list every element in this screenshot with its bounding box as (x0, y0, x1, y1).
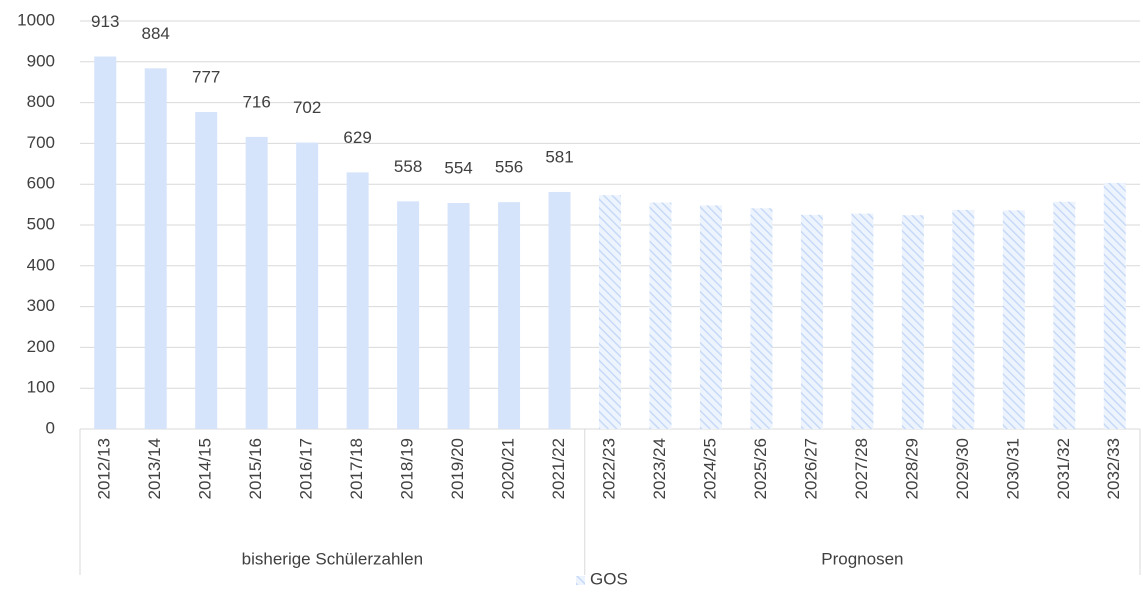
bar (1002, 210, 1025, 429)
x-tick-label: 2022/23 (599, 438, 618, 499)
group-label: bisherige Schülerzahlen (242, 549, 423, 568)
bar (800, 214, 823, 429)
x-tick-label: 2012/13 (95, 438, 114, 499)
x-tick-label: 2021/22 (549, 438, 568, 499)
y-tick-label: 400 (27, 255, 55, 274)
data-label: 629 (343, 128, 371, 147)
y-tick-label: 600 (27, 174, 55, 193)
x-tick-label: 2020/21 (499, 438, 518, 499)
bar (851, 213, 874, 429)
bar (649, 202, 672, 429)
bar (144, 68, 167, 429)
y-tick-label: 500 (27, 214, 55, 233)
bar (1103, 182, 1126, 429)
y-tick-label: 300 (27, 296, 55, 315)
bar (447, 202, 470, 429)
bar (699, 205, 722, 429)
bar (296, 142, 319, 430)
x-tick-label: 2032/33 (1104, 438, 1123, 499)
legend-label: GOS (590, 569, 628, 588)
data-label: 558 (394, 157, 422, 176)
bar (346, 172, 369, 430)
data-label: 777 (192, 67, 220, 86)
data-label: 556 (495, 158, 523, 177)
x-tick-label: 2017/18 (347, 438, 366, 499)
x-tick-label: 2013/14 (145, 438, 164, 499)
x-tick-label: 2023/24 (650, 438, 669, 499)
x-tick-label: 2015/16 (246, 438, 265, 499)
bar (548, 191, 571, 429)
x-tick-label: 2029/30 (953, 438, 972, 499)
data-label: 884 (142, 24, 170, 43)
x-tick-label: 2025/26 (751, 438, 770, 499)
x-tick-label: 2030/31 (1003, 438, 1022, 499)
bar (94, 56, 117, 429)
bar (750, 208, 773, 429)
x-tick-label: 2018/19 (398, 438, 417, 499)
y-tick-label: 1000 (17, 10, 55, 29)
group-label: Prognosen (821, 549, 903, 568)
x-tick-label: 2028/29 (902, 438, 921, 499)
y-tick-label: 100 (27, 378, 55, 397)
x-tick-label: 2019/20 (448, 438, 467, 499)
legend-swatch (576, 576, 585, 585)
data-label: 581 (545, 147, 573, 166)
bar (901, 215, 924, 429)
y-tick-label: 800 (27, 92, 55, 111)
x-tick-label: 2014/15 (196, 438, 215, 499)
bar (599, 195, 621, 429)
x-tick-label: 2024/25 (700, 438, 719, 499)
bar (1053, 201, 1076, 429)
x-tick-label: 2031/32 (1054, 438, 1073, 499)
data-label: 716 (242, 92, 270, 111)
bar (195, 111, 218, 429)
x-tick-label: 2016/17 (297, 438, 316, 499)
data-label: 913 (91, 12, 119, 31)
bar (952, 209, 975, 429)
data-label: 554 (444, 158, 472, 177)
y-tick-label: 700 (27, 133, 55, 152)
bar (498, 202, 521, 429)
x-tick-label: 2026/27 (801, 438, 820, 499)
data-label: 702 (293, 98, 321, 117)
y-tick-label: 200 (27, 337, 55, 356)
bar (397, 201, 420, 429)
bar (245, 136, 268, 429)
x-tick-label: 2027/28 (852, 438, 871, 499)
y-tick-label: 0 (46, 418, 55, 437)
y-tick-label: 900 (27, 51, 55, 70)
